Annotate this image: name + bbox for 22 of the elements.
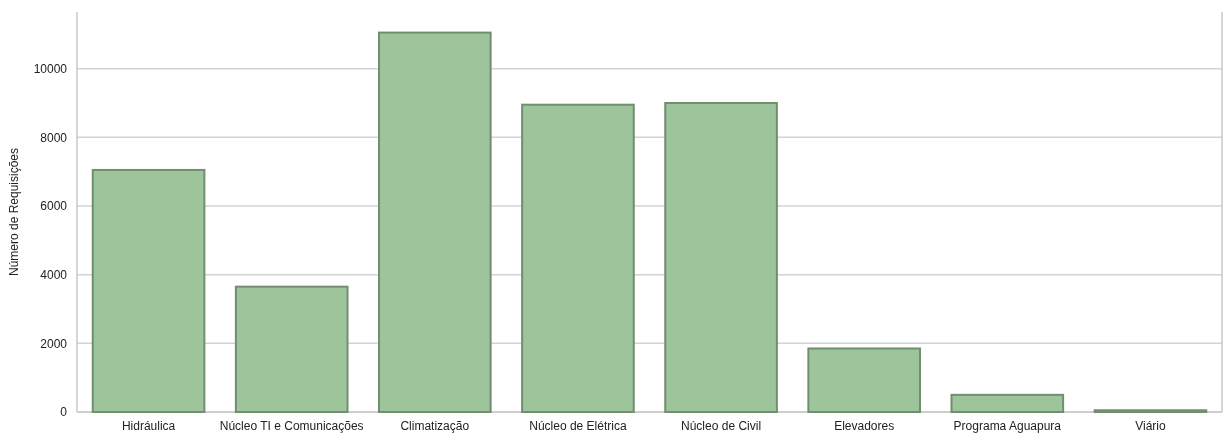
bar (234, 285, 349, 413)
bar (664, 101, 778, 413)
y-tick-label: 2000 (40, 336, 68, 351)
y-tick-label: 0 (60, 405, 68, 420)
x-tick-label: Programa Aguapura (953, 419, 1062, 433)
bar (521, 103, 635, 413)
y-axis-title: Número de Requisições (7, 147, 21, 277)
bar (91, 168, 206, 413)
x-tick-label: Climatização (400, 419, 470, 433)
x-tick-label: Núcleo TI e Comunicações (219, 419, 364, 433)
y-tick-label: 8000 (40, 130, 68, 145)
y-tick-label: 4000 (40, 267, 68, 282)
y-tick-label: 6000 (40, 199, 68, 214)
y-tick-label: 10000 (33, 61, 68, 76)
x-tick-label: Elevadores (834, 419, 895, 433)
x-tick-label: Núcleo de Civil (681, 419, 762, 433)
x-tick-label: Viário (1135, 419, 1166, 433)
bar (807, 347, 922, 413)
bar (377, 31, 492, 413)
x-tick-label: Núcleo de Elétrica (529, 419, 627, 433)
x-tick-label: Hidráulica (121, 419, 176, 433)
bar (950, 393, 1065, 413)
